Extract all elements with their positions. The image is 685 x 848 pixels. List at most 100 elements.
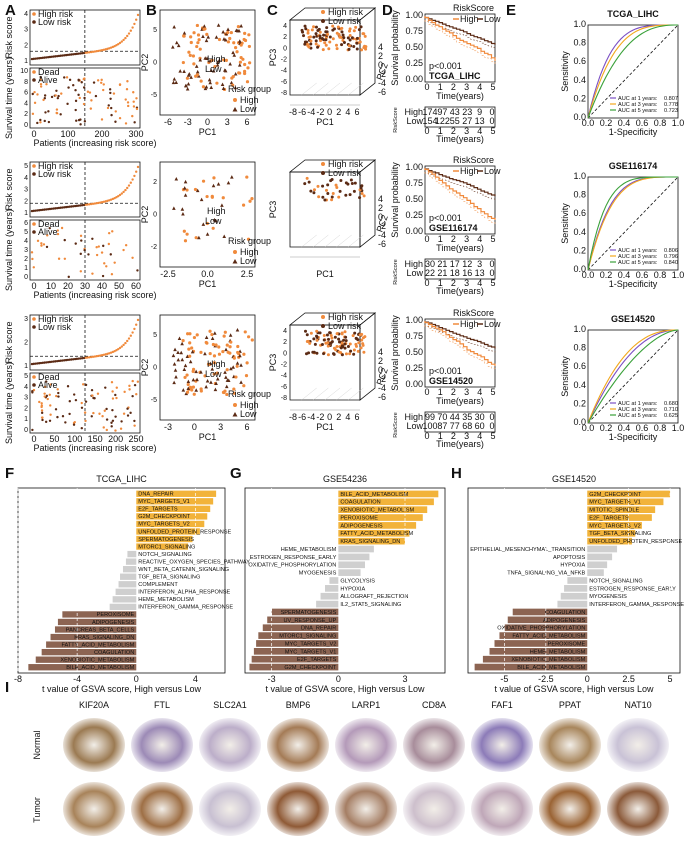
pca-high-point — [245, 80, 250, 84]
risk-point — [64, 53, 68, 57]
gsva-xtick: -2.5 — [538, 674, 554, 684]
survival-point — [83, 120, 87, 123]
survival-point — [122, 248, 125, 252]
pca3d-high-point — [344, 352, 348, 356]
pca-high-point — [228, 36, 232, 41]
km-low-curve — [424, 168, 496, 197]
pca3d-high-point — [306, 29, 310, 33]
risk-point — [117, 347, 120, 351]
pca3d-ztick: 0 — [378, 212, 383, 222]
pca3d-high-point — [348, 342, 352, 346]
risk-point — [129, 334, 133, 337]
risk-point — [54, 207, 57, 210]
risk-point — [79, 52, 82, 55]
cube-gridline — [348, 387, 364, 401]
pca3d-high-point — [348, 33, 352, 37]
risk-score-ylabel: Risk score — [4, 16, 14, 58]
km-legend-title: RiskScore — [453, 308, 494, 318]
risk-point — [115, 44, 118, 47]
pca-high-point — [196, 41, 200, 45]
auc-label: AUC at 3 years: — [618, 254, 658, 260]
risk-high-count: 97 — [437, 107, 447, 117]
pca3d-low-point — [302, 34, 306, 38]
pca3d-xtick: 6 — [354, 412, 359, 422]
pca-high-point — [181, 60, 185, 65]
pca3d-low-point — [326, 183, 330, 187]
km-legend-high: High — [460, 14, 479, 24]
survival-point — [40, 404, 44, 407]
survival-ytick: 3 — [24, 395, 28, 402]
survival-ytick: 4 — [24, 100, 28, 107]
pca-high-point — [212, 372, 216, 376]
pca-high-point — [195, 44, 199, 49]
risk-high-count: 35 — [462, 412, 472, 422]
roc-curve — [587, 329, 678, 424]
risk-point — [95, 50, 98, 53]
survival-point — [111, 419, 115, 422]
pca-legend-title: Risk group — [228, 236, 271, 246]
survival-point — [56, 96, 60, 100]
pca3d-low-point — [322, 352, 326, 356]
risk-point — [99, 201, 102, 204]
gsva-bar — [507, 616, 588, 624]
pca-high-point — [185, 232, 189, 236]
pca3d-low-point — [331, 28, 335, 32]
cube-gridline — [336, 82, 352, 96]
pca3d-xtick: -8 — [289, 107, 297, 117]
pca3d-low-point — [358, 196, 362, 200]
gsva-bar — [474, 663, 588, 671]
pca-high-point — [222, 58, 226, 62]
legend-dead: Dead — [38, 67, 60, 77]
survival-point — [78, 96, 81, 100]
auc-value: 0.680 — [664, 401, 678, 407]
auc-value: 0.806 — [664, 248, 678, 254]
ihc-normal-tissue-image — [63, 718, 125, 772]
km-high-curve-ci — [424, 20, 496, 66]
ihc-normal-tissue-image — [607, 718, 669, 772]
pca3d-low-point — [307, 180, 311, 184]
pca3d-xlabel: PC1 — [316, 422, 334, 432]
pca3d-high-point — [357, 341, 361, 345]
ihc-gene-label: BMP6 — [286, 700, 311, 710]
gsva-pathway-label: MTORC1_SIGNALING — [138, 544, 195, 550]
pca3d-low-point — [355, 47, 359, 51]
pca-low-point — [222, 234, 227, 238]
km-ytick: 0.50 — [405, 194, 423, 204]
pca3d-high-point — [335, 332, 339, 336]
gsva-bar — [338, 553, 370, 561]
gsva-pathway-label: ADIPOGENESIS — [92, 620, 135, 626]
gsva-bar — [494, 640, 588, 647]
survival-point — [111, 408, 114, 412]
pca-low-point — [183, 363, 188, 368]
risk-ytick: 1 — [24, 363, 28, 370]
pca3d-low-point — [340, 353, 344, 357]
risk-point — [88, 51, 91, 54]
roc-xtick: 0.0 — [582, 423, 595, 433]
ihc-tumor-tissue-image — [63, 782, 125, 836]
ihc-normal-tissue-image — [199, 718, 261, 772]
gsva-bar — [251, 655, 339, 663]
risk-table-ylabel: RiskScore — [393, 259, 399, 285]
legend-low-dot — [32, 172, 36, 176]
risk-point — [70, 205, 73, 208]
panel-letter-G: G — [230, 465, 242, 482]
pca3d-high-point — [331, 192, 335, 196]
pca-centroid-low: Low — [205, 216, 222, 226]
pca-ylabel: PC2 — [140, 359, 150, 377]
roc-xtick: 0.2 — [600, 270, 613, 280]
survival-point — [83, 96, 86, 100]
survival-point — [79, 234, 83, 238]
survival-point — [90, 415, 93, 418]
risk-point — [129, 29, 133, 32]
survival-point — [128, 384, 131, 388]
pca-legend-title: Risk group — [228, 84, 271, 94]
risk-ytick: 3 — [24, 316, 28, 323]
km-legend-title: RiskScore — [453, 3, 494, 13]
pca3d-high-point — [356, 349, 360, 353]
survival-point — [82, 102, 86, 106]
risk-point — [84, 203, 88, 206]
pca3d-high-point — [340, 331, 344, 335]
risk-point — [104, 48, 107, 51]
risk-point — [122, 343, 125, 347]
pca-low-point — [239, 24, 243, 28]
